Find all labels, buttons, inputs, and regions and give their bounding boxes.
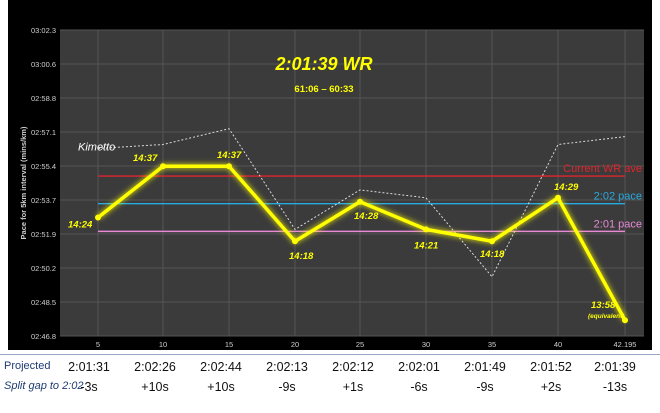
series-lines (95, 128, 628, 324)
series-line-kimetto (97, 128, 626, 278)
data-point (226, 163, 232, 170)
projected-cell: 2:01:39 (594, 360, 636, 374)
plot-panel: Current WR ave 2:02 pace 2:01 pace Kimetto… (8, 0, 652, 350)
data-point (357, 198, 363, 205)
x-tick-label: 25 (356, 340, 364, 349)
data-point (292, 238, 298, 245)
x-tick-label: 5 (96, 340, 100, 349)
table-divider (0, 354, 660, 355)
data-point (489, 238, 495, 245)
split-gap-cell: -9s (278, 380, 296, 394)
axes: 03:02.3 03:00.6 02:58.8 02:57.1 02:55.4 02:53… (19, 26, 636, 349)
line-chart: Current WR ave 2:02 pace 2:01 pace Kimetto… (19, 26, 644, 349)
y-axis-label: Pace for 5km interval (mins/km) (19, 126, 28, 239)
point-label: 14:21 (414, 240, 438, 251)
grid (60, 29, 644, 337)
x-tick-label: 15 (225, 340, 233, 349)
y-tick-label: 03:02.3 (31, 26, 56, 35)
projected-cell: 2:01:49 (464, 360, 506, 374)
point-sublabel: (equivalent) (588, 313, 624, 320)
point-label: 14:29 (554, 182, 579, 193)
projected-cell: 2:02:44 (200, 360, 242, 374)
split-gap-cell: +1s (342, 380, 364, 394)
reference-line-label: Current WR ave (563, 163, 642, 175)
point-label: 14:18 (289, 251, 314, 262)
y-tick-label: 02:51.9 (31, 230, 56, 239)
y-tick-label: 02:53.7 (31, 196, 56, 205)
point-label: 14:24 (68, 220, 93, 231)
projected-cell: 2:02:13 (266, 360, 308, 374)
point-label: 14:28 (354, 211, 379, 222)
split-gap-cell: -6s (410, 380, 428, 394)
split-gap-cell: +10s (141, 380, 169, 394)
plot-area (60, 30, 644, 336)
x-tick-label: 10 (159, 340, 167, 349)
row-label-split-gap: Split gap to 2:02 (4, 380, 84, 392)
y-tick-label: 02:46.8 (31, 332, 56, 341)
x-tick-label: 42.195 (614, 340, 637, 349)
reference-line-label: 2:02 pace (594, 191, 642, 203)
y-tick-label: 03:00.6 (31, 60, 56, 69)
projected-cell: 2:02:01 (398, 360, 440, 374)
split-gap-row: Split gap to 2:02 -3s +10s +10s -9s +1s … (0, 374, 660, 404)
x-tick-label: 35 (488, 340, 496, 349)
data-point (423, 226, 429, 233)
data-point (555, 194, 561, 201)
split-gap-cell: +10s (207, 380, 235, 394)
y-tick-label: 02:50.2 (31, 264, 56, 273)
x-tick-label: 30 (422, 340, 430, 349)
projected-cell: 2:02:26 (134, 360, 176, 374)
row-label-projected: Projected (4, 360, 51, 372)
series-label-kimetto: Kimetto (78, 141, 115, 153)
point-label: 14:37 (217, 150, 242, 161)
chart-title: 2:01:39 WR (274, 54, 372, 74)
split-gap-cell: +2s (540, 380, 562, 394)
x-tick-label: 40 (554, 340, 562, 349)
point-label: 14:37 (133, 153, 158, 164)
reference-line-label: 2:01 pace (594, 218, 642, 230)
split-gap-cell: -13s (602, 380, 628, 394)
split-gap-cell: -3s (80, 380, 98, 394)
projected-cell: 2:01:52 (530, 360, 572, 374)
y-tick-label: 02:55.4 (31, 162, 56, 171)
projected-row: Projected 2:01:31 2:02:26 2:02:44 2:02:1… (0, 354, 660, 384)
y-tick-label: 02:48.5 (31, 298, 56, 307)
data-labels: Kimetto 14:24 14:37 14:37 14:18 14:28 14:21 14:… (68, 54, 624, 320)
data-point (160, 163, 166, 170)
chart-subtitle: 61:06 – 60:33 (294, 84, 353, 95)
point-label: 14:18 (480, 249, 505, 260)
reference-lines: Current WR ave 2:02 pace 2:01 pace (98, 163, 642, 233)
y-tick-label: 02:57.1 (31, 128, 56, 137)
y-tick-label: 02:58.8 (31, 94, 56, 103)
projected-cell: 2:01:31 (68, 360, 110, 374)
x-tick-label: 20 (291, 340, 299, 349)
split-gap-cell: -9s (476, 380, 494, 394)
projected-cell: 2:02:12 (332, 360, 374, 374)
point-label: 13:58 (591, 300, 616, 311)
data-point (95, 214, 101, 221)
data-point (622, 317, 628, 324)
